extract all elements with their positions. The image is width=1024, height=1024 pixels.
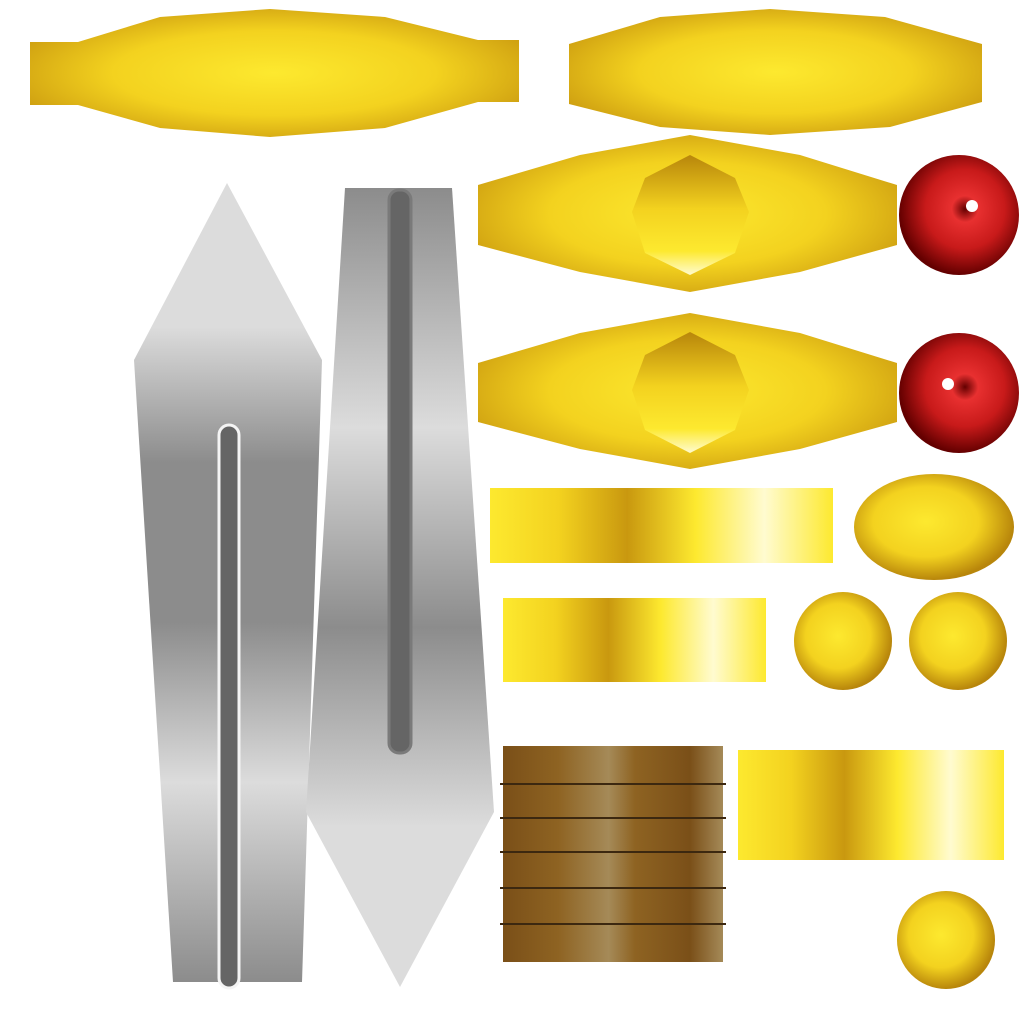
blade-right-fuller: [387, 188, 413, 755]
blade-left-fuller: [217, 423, 241, 990]
crossguard-strip-right: [569, 9, 982, 135]
gold-band-wide: [490, 488, 833, 563]
gem-socket-top: [632, 155, 749, 275]
ruby-gem-bottom: [899, 333, 1019, 453]
ruby-gem-bottom-highlight: [942, 378, 954, 390]
gem-socket-bottom: [632, 332, 749, 453]
leather-grip-wrap: [503, 746, 723, 962]
gold-band-lower: [738, 750, 1004, 860]
leather-grip-stripes: [500, 783, 726, 925]
gold-sphere-bottom: [897, 891, 995, 989]
pommel-ellipse: [854, 474, 1014, 580]
gold-sphere-right: [909, 592, 1007, 690]
crossguard-strip-left: [30, 9, 519, 137]
gold-band-short: [503, 598, 766, 682]
ruby-gem-top-highlight: [966, 200, 978, 212]
ruby-gem-top: [899, 155, 1019, 275]
gold-sphere-left: [794, 592, 892, 690]
